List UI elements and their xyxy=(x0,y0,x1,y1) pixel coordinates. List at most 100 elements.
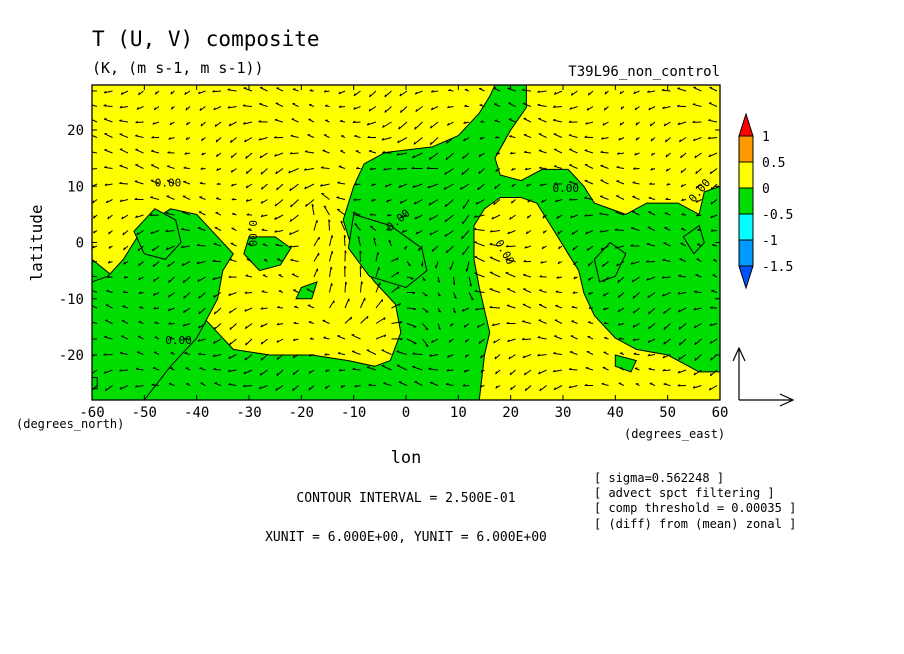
wind-arrow xyxy=(573,261,578,266)
wind-arrow xyxy=(448,338,454,343)
x-tick-label: 40 xyxy=(607,405,624,421)
wind-arrow xyxy=(216,168,222,171)
wind-arrow xyxy=(648,323,656,330)
wind-arrow xyxy=(602,121,609,126)
wind-arrow xyxy=(616,152,625,155)
wind-arrow xyxy=(665,197,671,200)
wind-arrow xyxy=(452,276,456,286)
wind-arrow xyxy=(246,258,253,262)
wind-arrow xyxy=(119,369,129,372)
x-unit-label: (degrees_east) xyxy=(624,427,725,441)
wind-arrow xyxy=(446,368,454,372)
wind-arrow xyxy=(586,106,594,111)
wind-arrow xyxy=(151,149,160,154)
colorbar-segment xyxy=(738,265,754,290)
wind-arrow xyxy=(677,121,687,126)
wind-arrow xyxy=(649,121,656,127)
wind-arrow xyxy=(105,319,113,324)
wind-arrow xyxy=(648,196,656,200)
wind-arrow xyxy=(554,335,563,340)
wind-arrow xyxy=(539,289,547,293)
wind-arrow xyxy=(462,384,470,387)
wind-arrow xyxy=(475,307,485,311)
wind-arrow xyxy=(446,137,454,144)
wind-arrow xyxy=(632,307,640,314)
wind-arrow xyxy=(552,105,563,108)
wind-arrow xyxy=(352,211,361,216)
wind-arrow xyxy=(473,227,485,231)
wind-arrow xyxy=(199,106,206,112)
wind-arrow xyxy=(313,219,318,231)
wind-arrow xyxy=(391,302,402,309)
wind-arrow xyxy=(289,230,299,236)
wind-arrow xyxy=(260,168,268,175)
wind-arrow xyxy=(386,228,392,231)
wind-arrow xyxy=(322,149,330,154)
wind-arrow xyxy=(505,258,516,262)
wind-arrow xyxy=(183,166,191,169)
wind-arrow xyxy=(321,192,330,200)
wind-arrow xyxy=(681,213,687,216)
wind-arrow xyxy=(506,304,516,309)
wind-arrow xyxy=(307,134,315,138)
wind-arrow xyxy=(289,245,299,248)
wind-arrow xyxy=(676,104,687,107)
wind-arrow xyxy=(212,259,222,262)
wind-arrow xyxy=(679,258,687,262)
wind-arrow xyxy=(708,152,718,158)
wind-arrow xyxy=(92,119,98,123)
wind-arrow xyxy=(277,258,284,262)
wind-arrow xyxy=(569,148,578,154)
wind-arrow xyxy=(696,258,702,262)
wind-arrow xyxy=(152,121,160,125)
wind-arrow xyxy=(258,137,268,141)
wind-arrow xyxy=(212,354,222,357)
wind-arrow xyxy=(712,274,718,278)
wind-arrow xyxy=(344,265,347,278)
wind-arrow xyxy=(681,198,687,202)
wind-arrow xyxy=(198,211,206,216)
wind-arrow xyxy=(634,106,640,111)
wind-arrow xyxy=(489,288,501,293)
wind-arrow xyxy=(710,306,718,309)
wind-arrow xyxy=(308,385,315,391)
wind-arrow xyxy=(313,268,319,278)
wind-arrow xyxy=(276,354,284,360)
wind-arrow xyxy=(553,165,563,169)
wind-arrow xyxy=(92,303,98,309)
wind-arrow xyxy=(573,276,578,280)
wind-arrow xyxy=(325,119,330,123)
wind-arrow xyxy=(354,223,361,231)
wind-arrow xyxy=(527,199,532,203)
wind-arrow xyxy=(151,383,160,386)
wind-arrow xyxy=(170,106,175,110)
wind-arrow xyxy=(154,336,160,340)
wind-arrow xyxy=(228,292,237,296)
wind-arrow xyxy=(289,183,299,192)
wind-arrow xyxy=(245,199,253,202)
wind-arrow xyxy=(313,236,320,247)
wind-arrow xyxy=(463,369,470,373)
wind-arrow xyxy=(292,289,299,293)
wind-arrow xyxy=(495,135,501,139)
wind-arrow xyxy=(538,133,547,138)
wind-arrow xyxy=(184,90,191,95)
wind-arrow xyxy=(375,317,386,324)
wind-arrow xyxy=(413,137,423,145)
wind-arrow xyxy=(353,198,361,201)
wind-arrow xyxy=(524,385,532,392)
wind-arrow xyxy=(538,369,547,375)
wind-arrow xyxy=(137,335,144,340)
wind-arrow xyxy=(399,199,408,204)
wind-arrow xyxy=(260,214,268,218)
wind-arrow xyxy=(542,230,547,234)
wind-arrow xyxy=(406,276,414,280)
wind-arrow xyxy=(152,261,160,268)
wind-arrow xyxy=(584,383,593,386)
wind-arrow xyxy=(680,152,687,159)
wind-arrow xyxy=(445,382,454,386)
wind-arrow xyxy=(104,183,113,186)
wind-arrow xyxy=(292,354,299,359)
wind-arrow xyxy=(274,152,284,157)
wind-arrow xyxy=(351,350,361,355)
